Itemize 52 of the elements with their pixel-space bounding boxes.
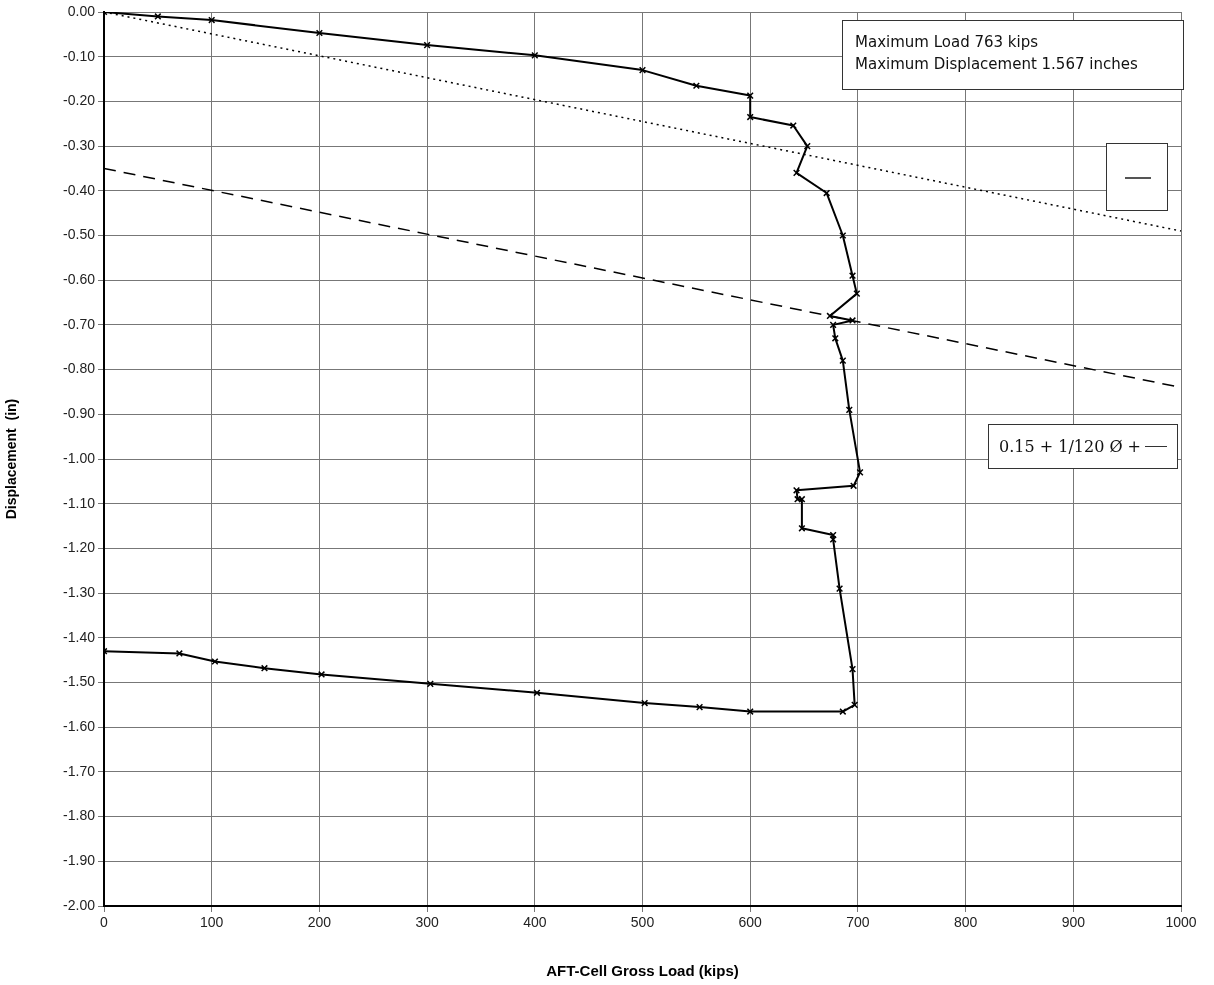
x-tick-label: 0 <box>100 914 109 931</box>
y-tick-label: -0.40 <box>63 181 96 198</box>
y-tick-label: -1.70 <box>63 762 96 779</box>
point <box>315 29 323 37</box>
x-axis-title: AFT-Cell Gross Load (kips) <box>546 962 739 980</box>
annotation: 0.15 + 1/120 Ø + <box>999 437 1142 456</box>
point <box>792 169 801 177</box>
y-tick-label: -1.60 <box>63 718 96 735</box>
y-tick-label: -1.00 <box>63 449 96 466</box>
y-tick-label: -0.20 <box>63 92 96 109</box>
annotation: Maximum Displacement 1.567 inches <box>855 54 1139 75</box>
y-tick-label: -1.80 <box>63 807 96 824</box>
annotation: Maximum Load 763 kips <box>855 32 1040 53</box>
point <box>856 468 864 476</box>
point <box>831 334 839 342</box>
point <box>175 649 183 658</box>
y-tick-label: -0.90 <box>63 405 96 422</box>
y-tick-label: -1.30 <box>63 583 96 600</box>
y-tick-label: 0.00 <box>67 2 96 19</box>
x-tick-label: 400 <box>523 914 547 931</box>
x-tick-label: 700 <box>846 914 870 931</box>
y-tick-label: -0.30 <box>63 136 96 153</box>
y-tick-label: -0.60 <box>63 271 96 288</box>
x-tick-label: 900 <box>1061 914 1086 931</box>
point <box>836 585 844 593</box>
y-tick-label: -0.80 <box>63 360 96 377</box>
point <box>638 66 647 74</box>
y-tick-label: -1.50 <box>63 673 96 690</box>
y-tick-label: -1.90 <box>63 852 96 869</box>
y-tick-label: -1.10 <box>63 494 96 511</box>
y-tick-label: -0.70 <box>63 315 96 332</box>
point <box>826 312 834 320</box>
x-tick-label: 100 <box>200 914 224 931</box>
point <box>848 665 857 673</box>
x-tick-label: 300 <box>415 914 439 931</box>
x-tick-label: 500 <box>630 914 655 931</box>
formula-note-box: 0.15 + 1/120 Ø + <box>988 424 1178 469</box>
point <box>211 657 219 666</box>
y-tick-label: -0.50 <box>63 226 96 243</box>
point <box>423 41 431 49</box>
y-tick-label: -0.10 <box>63 47 96 64</box>
x-tick-label: 800 <box>953 914 978 931</box>
note-box: Maximum Load 763 kips Maximum Displacement 1.567 inches <box>842 20 1184 90</box>
y-tick-label: -2.00 <box>63 896 96 913</box>
x-tick-label: 1000 <box>1165 914 1197 931</box>
x-tick-label: 200 <box>307 914 332 931</box>
y-axis-title: Displacement (in) <box>3 398 20 520</box>
point <box>317 670 326 679</box>
y-tick-label: -1.40 <box>63 628 96 645</box>
point <box>829 321 837 329</box>
x-tick-label: 600 <box>738 914 763 931</box>
y-tick-label: -1.20 <box>63 539 96 556</box>
